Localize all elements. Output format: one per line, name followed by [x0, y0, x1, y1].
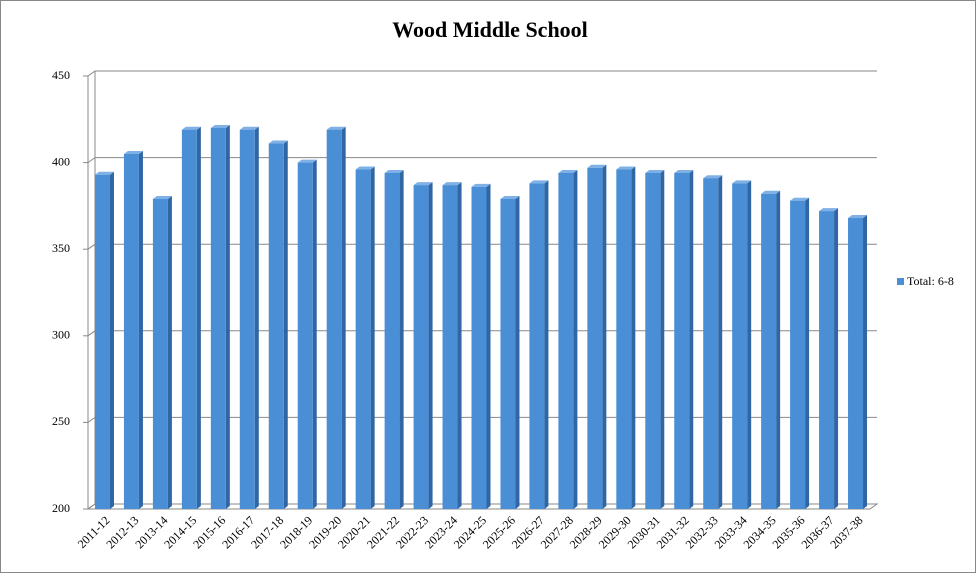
bar: [123, 153, 139, 509]
bar: [500, 198, 516, 510]
bar: [732, 183, 748, 509]
bar-top: [297, 159, 317, 163]
bar-top: [471, 183, 491, 187]
bar-top: [384, 169, 404, 173]
bar-side: [138, 150, 143, 509]
bar-side: [631, 166, 636, 509]
grid-line: [87, 70, 96, 77]
bar: [558, 172, 574, 509]
bar-top: [210, 124, 230, 128]
bar-side: [689, 169, 694, 509]
bar: [384, 172, 400, 509]
bar-top: [645, 169, 665, 173]
bar-top: [587, 164, 607, 168]
bar-side: [167, 195, 172, 510]
bar-top: [848, 215, 868, 219]
bar: [355, 169, 371, 509]
bar: [471, 186, 487, 509]
grid-line: [87, 503, 96, 510]
bar-side: [718, 175, 723, 510]
bar-top: [355, 166, 375, 170]
bar: [587, 167, 603, 509]
bar: [413, 185, 429, 509]
bar-top: [703, 175, 723, 179]
bar: [210, 127, 226, 510]
bar-top: [761, 190, 781, 194]
bar-top: [442, 182, 462, 186]
bar-side: [602, 164, 607, 509]
bar-top: [529, 180, 549, 184]
y-tick-label: 200: [52, 501, 70, 515]
legend-label: Total: 6-8: [907, 274, 954, 288]
bar-top: [558, 169, 578, 173]
bar-side: [776, 190, 781, 509]
bar: [268, 143, 284, 509]
grid-line: [87, 157, 96, 164]
bar-top: [152, 195, 172, 199]
bar: [152, 198, 168, 510]
bar: [819, 211, 835, 509]
bar: [181, 129, 197, 509]
grid-line: [87, 243, 96, 250]
bar: [442, 185, 458, 509]
bar-top: [94, 171, 114, 175]
bar: [326, 129, 342, 509]
bar-side: [225, 124, 230, 510]
grid-line: [87, 416, 96, 423]
bar: [848, 218, 864, 510]
chart-title: Wood Middle School: [392, 17, 588, 42]
bar-top: [819, 208, 839, 212]
bar-top: [181, 126, 201, 130]
bar-top: [123, 150, 143, 154]
bar-side: [834, 208, 839, 509]
bar-top: [326, 126, 346, 130]
bar: [703, 178, 719, 510]
bar-top: [732, 180, 752, 184]
bar-side: [283, 140, 288, 509]
bar: [94, 174, 110, 509]
legend-swatch: [897, 278, 904, 285]
bar: [645, 172, 661, 509]
bar-side: [399, 169, 404, 509]
bar: [529, 183, 545, 509]
bar-side: [805, 197, 810, 510]
bar-side: [660, 169, 665, 509]
bar: [674, 172, 690, 509]
y-tick-label: 450: [52, 68, 70, 82]
bar-top: [790, 197, 810, 201]
bar-top: [413, 182, 433, 186]
bar-side: [747, 180, 752, 509]
y-tick-label: 350: [52, 241, 70, 255]
bar-side: [109, 171, 114, 509]
bar-side: [544, 180, 549, 509]
bar-top: [674, 169, 694, 173]
bar: [297, 162, 313, 509]
bar: [616, 169, 632, 509]
y-tick-label: 250: [52, 414, 70, 428]
bar-side: [312, 159, 317, 509]
bar-side: [370, 166, 375, 509]
bar-side: [254, 126, 259, 509]
bar-side: [515, 195, 520, 510]
grid-line: [87, 330, 96, 337]
bar: [239, 129, 255, 509]
bar-top: [500, 195, 520, 199]
bar-side: [486, 183, 491, 509]
bar-side: [863, 215, 868, 510]
y-tick-label: 300: [52, 328, 70, 342]
bar-side: [457, 182, 462, 509]
bar-side: [341, 126, 346, 509]
bar: [790, 200, 806, 510]
bar-top: [239, 126, 259, 130]
bar-side: [196, 126, 201, 509]
y-tick-label: 400: [52, 154, 70, 168]
bar-top: [616, 166, 636, 170]
bar: [761, 193, 777, 509]
bar-top: [268, 140, 288, 144]
bar-side: [573, 169, 578, 509]
bar-side: [428, 182, 433, 509]
